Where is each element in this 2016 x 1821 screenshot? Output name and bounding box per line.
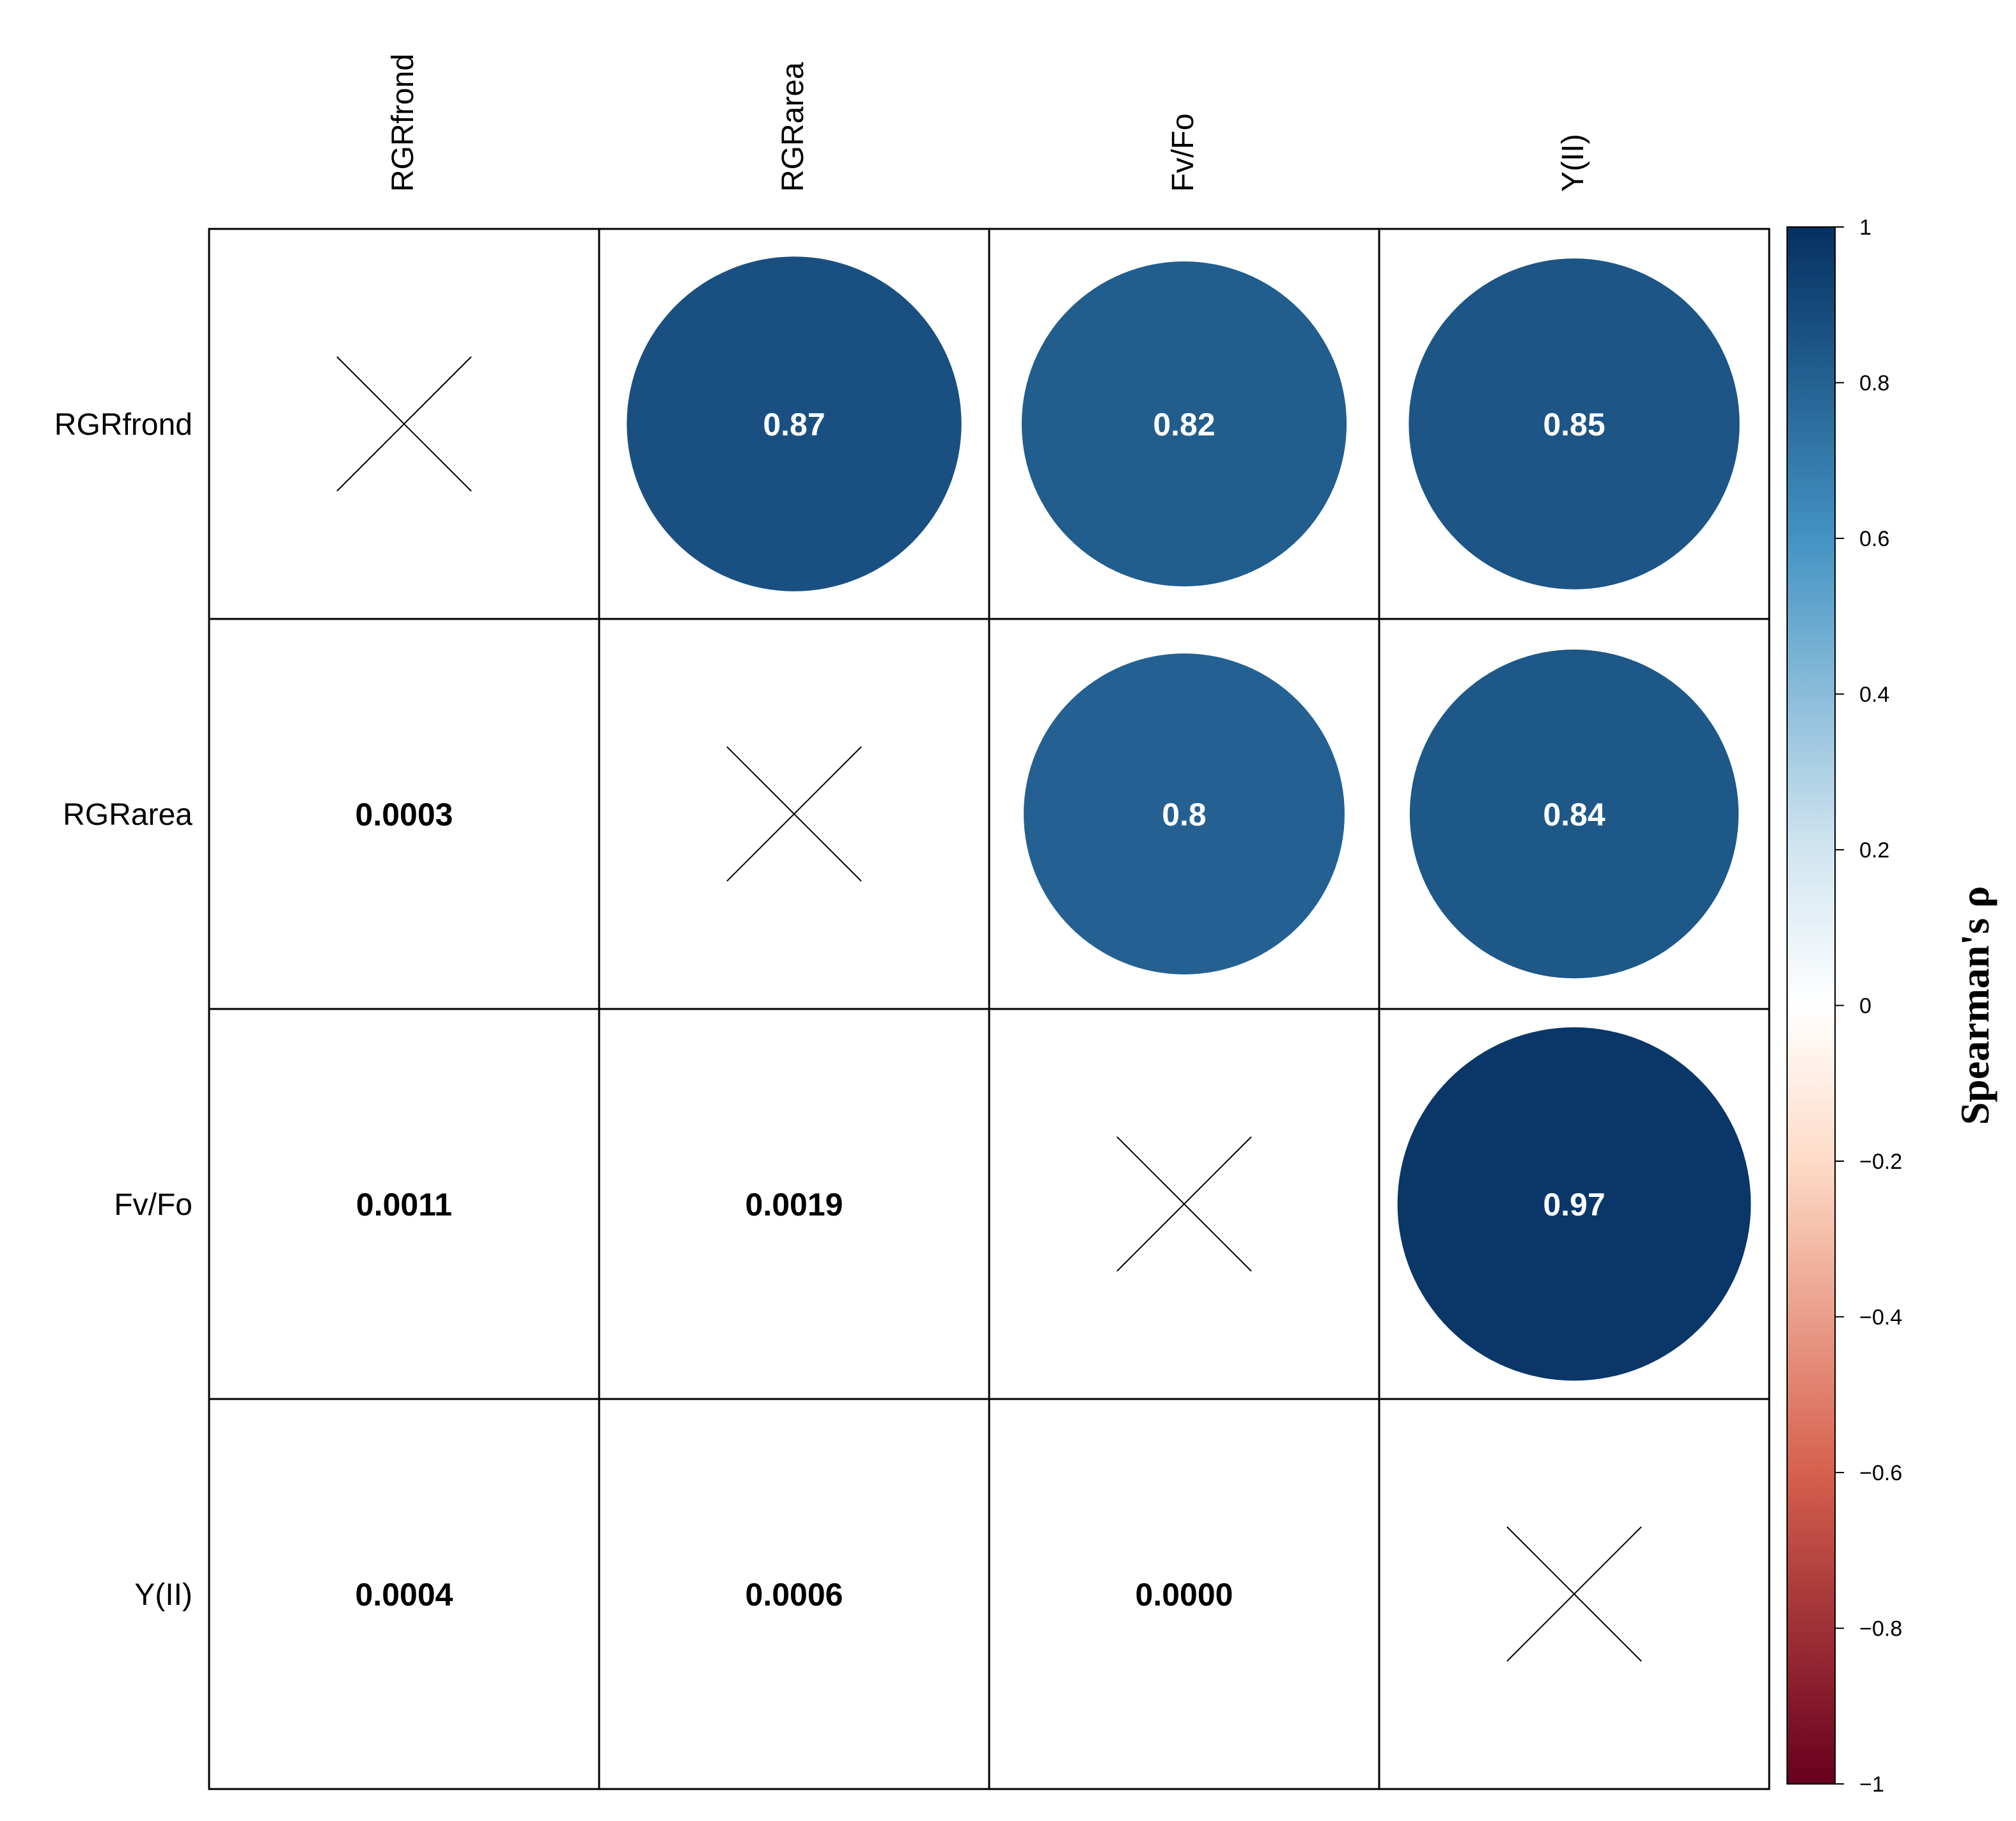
coefficient-label-rgrarea-y-ii: 0.84 (1543, 797, 1606, 832)
coefficient-label-rgrfrond-fv-fo: 0.82 (1153, 407, 1215, 442)
legend-tick-label: −0.6 (1859, 1461, 1902, 1485)
legend-tick-label: 0.4 (1859, 683, 1889, 707)
p-value-label-fv-fo-rgrarea: 0.0019 (746, 1187, 843, 1223)
row-label-rgrfrond: RGRfrond (54, 408, 192, 442)
color-legend: 1 0.8 0.6 0.4 0.2 0 −0.2 −0.4 −0.6 −0.8 −1 Spearman… (1786, 215, 1997, 1797)
legend-tick-label: 0 (1859, 994, 1871, 1019)
column-label-rgrarea: RGRarea (776, 62, 810, 192)
legend-tick-label: 0.2 (1859, 838, 1889, 863)
correlation-circle-rgrfrond-y-ii (1409, 258, 1740, 590)
p-value-label-y-ii-fv-fo: 0.0000 (1136, 1577, 1233, 1613)
legend-tick-label: −1 (1859, 1772, 1884, 1797)
correlation-circle-rgrarea-y-ii (1409, 649, 1739, 979)
column-label-fv-fo: Fv/Fo (1166, 113, 1200, 192)
diagonal-cross-mark (726, 746, 862, 882)
correlation-circle-rgrarea-fv-fo (1024, 653, 1345, 974)
diagonal-cross-mark (1506, 1526, 1642, 1662)
legend-tick-label: 1 (1859, 215, 1871, 240)
correlation-circle-rgrfrond-rgrarea (627, 256, 962, 591)
p-value-label-rgrarea-rgrfrond: 0.0003 (356, 797, 453, 832)
legend-tick-label: −0.4 (1859, 1306, 1902, 1330)
diagonal-cross-mark (336, 356, 472, 492)
coefficient-label-fv-fo-y-ii: 0.97 (1543, 1187, 1605, 1223)
row-label-rgrarea: RGRarea (63, 798, 192, 832)
legend-title: Spearman's ρ (1952, 886, 1997, 1125)
legend-tick-label: −0.2 (1859, 1150, 1902, 1174)
correlation-circle-rgrfrond-fv-fo (1021, 261, 1347, 587)
legend-tick-label: 0.6 (1859, 527, 1889, 551)
p-value-label-y-ii-rgrarea: 0.0006 (746, 1577, 843, 1613)
matrix: RGRfrond RGRarea Fv/Fo Y(II) RGRfrond RGRarea… (54, 54, 1770, 1790)
row-label-fv-fo: Fv/Fo (114, 1188, 192, 1222)
coefficient-label-rgrfrond-rgrarea: 0.87 (763, 407, 825, 442)
p-value-label-fv-fo-rgrfrond: 0.0011 (356, 1187, 452, 1223)
coefficient-label-rgrfrond-y-ii: 0.85 (1543, 407, 1605, 442)
column-label-y-ii: Y(II) (1556, 134, 1590, 192)
color-bar (1786, 226, 1836, 1785)
coefficient-label-rgrarea-fv-fo: 0.8 (1162, 797, 1207, 832)
row-label-y-ii: Y(II) (134, 1578, 192, 1612)
p-value-label-y-ii-rgrfrond: 0.0004 (356, 1577, 453, 1613)
diagonal-cross-mark (1116, 1136, 1252, 1272)
legend-tick-label: −0.8 (1859, 1617, 1902, 1641)
correlation-circle-fv-fo-y-ii (1397, 1027, 1751, 1381)
legend-tick-label: 0.8 (1859, 371, 1889, 396)
matrix-cell (1378, 1398, 1770, 1790)
column-label-rgrfrond: RGRfrond (386, 54, 420, 192)
